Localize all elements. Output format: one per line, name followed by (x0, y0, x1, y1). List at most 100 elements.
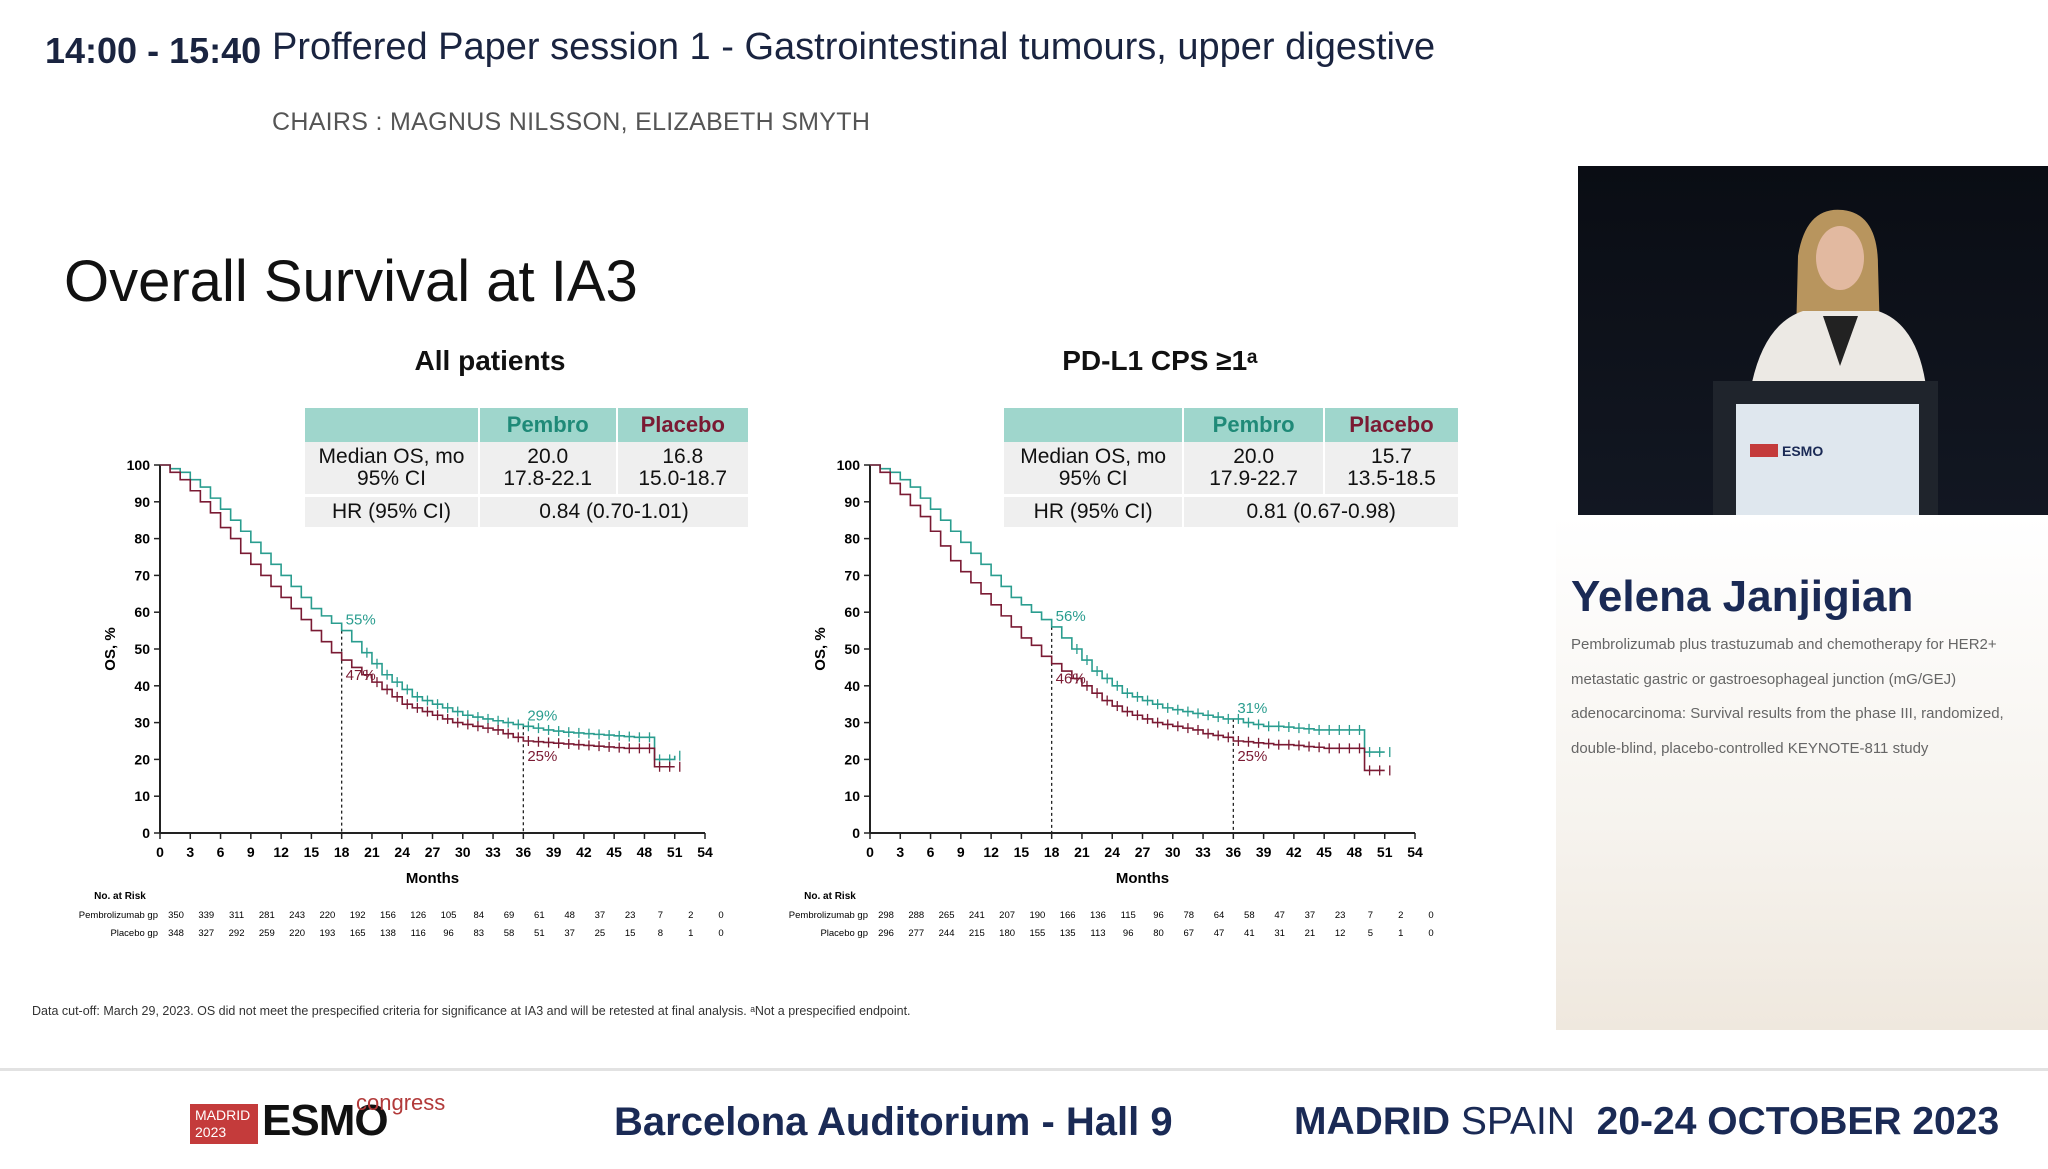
stats-header-blank (1004, 408, 1183, 442)
x-tick-label: 24 (394, 844, 410, 860)
y-tick-label: 10 (134, 788, 150, 804)
x-tick-label: 54 (1407, 844, 1423, 860)
podium-logo-mark (1750, 444, 1778, 457)
y-tick-label: 40 (134, 678, 150, 694)
stats-row1-pembro: 20.0 17.8-22.1 (479, 442, 616, 494)
risk-value: 58 (504, 928, 515, 939)
x-tick-label: 24 (1104, 844, 1120, 860)
congress-logo-suffix: congress (356, 1090, 446, 1115)
risk-value: 31 (1274, 928, 1285, 939)
risk-value: 96 (1123, 928, 1134, 939)
risk-value: 2 (1398, 910, 1403, 921)
risk-value: 47 (1274, 910, 1285, 921)
risk-value: 8 (658, 928, 663, 939)
risk-value: 135 (1060, 928, 1076, 939)
y-tick-label: 30 (844, 715, 860, 731)
risk-value: 0 (1428, 910, 1433, 921)
stats-row2-value: 0.84 (0.70-1.01) (479, 494, 748, 527)
risk-value: 126 (410, 910, 426, 921)
speaker-video-frame: ESMO (1578, 166, 2048, 515)
risk-value: 281 (259, 910, 275, 921)
session-chairs: CHAIRS : MAGNUS NILSSON, ELIZABETH SMYTH (272, 108, 871, 136)
risk-value: 25 (595, 928, 606, 939)
speaker-panel (1556, 515, 2048, 1030)
y-tick-label: 0 (852, 825, 860, 841)
x-tick-label: 39 (546, 844, 562, 860)
x-tick-label: 45 (1316, 844, 1332, 860)
stats-header-pembro: Pembro (479, 408, 616, 442)
risk-value: 220 (289, 928, 305, 939)
risk-value: 327 (198, 928, 214, 939)
x-tick-label: 0 (866, 844, 874, 860)
speaker-video: ESMO (1578, 166, 2048, 515)
x-tick-label: 27 (1135, 844, 1151, 860)
x-tick-label: 33 (485, 844, 501, 860)
risk-value: 259 (259, 928, 275, 939)
risk-value: 155 (1029, 928, 1045, 939)
x-tick-label: 51 (1377, 844, 1393, 860)
risk-value: 277 (908, 928, 924, 939)
landmark-label: 46% (1056, 671, 1086, 688)
risk-value: 207 (999, 910, 1015, 921)
y-tick-label: 100 (127, 457, 151, 473)
risk-value: 37 (595, 910, 606, 921)
landmark-label: 25% (1237, 748, 1267, 765)
risk-value: 115 (1121, 910, 1136, 921)
km-curve-pembro (160, 464, 676, 761)
x-tick-label: 6 (927, 844, 935, 860)
risk-value: 23 (625, 910, 636, 921)
stats-row1-label: Median OS, mo 95% CI (305, 442, 478, 494)
speaker-name: Yelena Janjigian (1571, 572, 1914, 621)
risk-value: 69 (504, 910, 515, 921)
x-tick-label: 3 (186, 844, 194, 860)
venue-label: Barcelona Auditorium - Hall 9 (614, 1100, 1173, 1144)
stats-table: Pembro Placebo Median OS, mo 95% CI 20.0… (303, 408, 750, 527)
y-tick-label: 90 (134, 494, 150, 510)
y-tick-label: 30 (134, 715, 150, 731)
risk-value: 67 (1183, 928, 1194, 939)
risk-row-label: Placebo gp (820, 928, 868, 939)
risk-value: 244 (939, 928, 955, 939)
risk-row-label: Pembrolizumab gp (79, 910, 158, 921)
risk-value: 165 (350, 928, 366, 939)
risk-value: 80 (1153, 928, 1164, 939)
session-time: 14:00 - 15:40 (45, 30, 262, 71)
y-tick-label: 80 (134, 531, 150, 547)
risk-value: 0 (718, 928, 723, 939)
x-tick-label: 21 (1074, 844, 1090, 860)
risk-value: 180 (999, 928, 1015, 939)
x-tick-label: 3 (896, 844, 904, 860)
y-tick-label: 20 (134, 751, 150, 767)
risk-value: 23 (1335, 910, 1346, 921)
y-tick-label: 40 (844, 678, 860, 694)
y-axis-title: OS, % (102, 627, 119, 670)
y-tick-label: 0 (142, 825, 150, 841)
stats-header-placebo: Placebo (617, 408, 748, 442)
y-tick-label: 100 (837, 457, 861, 473)
x-tick-label: 33 (1195, 844, 1211, 860)
risk-value: 64 (1214, 910, 1225, 921)
x-tick-label: 36 (1226, 844, 1242, 860)
risk-value: 136 (1090, 910, 1106, 921)
y-tick-label: 70 (844, 567, 860, 583)
x-tick-label: 36 (516, 844, 532, 860)
event-city: MADRID (1294, 1100, 1450, 1143)
stats-header-blank (305, 408, 478, 442)
risk-value: 0 (718, 910, 723, 921)
x-tick-label: 48 (637, 844, 653, 860)
landmark-label: 55% (346, 612, 376, 629)
slide-footnote: Data cut-off: March 29, 2023. OS did not… (32, 1004, 911, 1018)
x-tick-label: 12 (983, 844, 999, 860)
risk-value: 113 (1090, 928, 1105, 939)
stats-row2-label: HR (95% CI) (1004, 494, 1183, 527)
x-tick-label: 18 (334, 844, 350, 860)
x-tick-label: 27 (425, 844, 441, 860)
y-tick-label: 10 (844, 788, 860, 804)
risk-value: 166 (1060, 910, 1076, 921)
risk-value: 296 (878, 928, 894, 939)
risk-value: 78 (1183, 910, 1194, 921)
risk-value: 265 (939, 910, 955, 921)
risk-value: 350 (168, 910, 184, 921)
y-axis-title: OS, % (812, 627, 829, 670)
